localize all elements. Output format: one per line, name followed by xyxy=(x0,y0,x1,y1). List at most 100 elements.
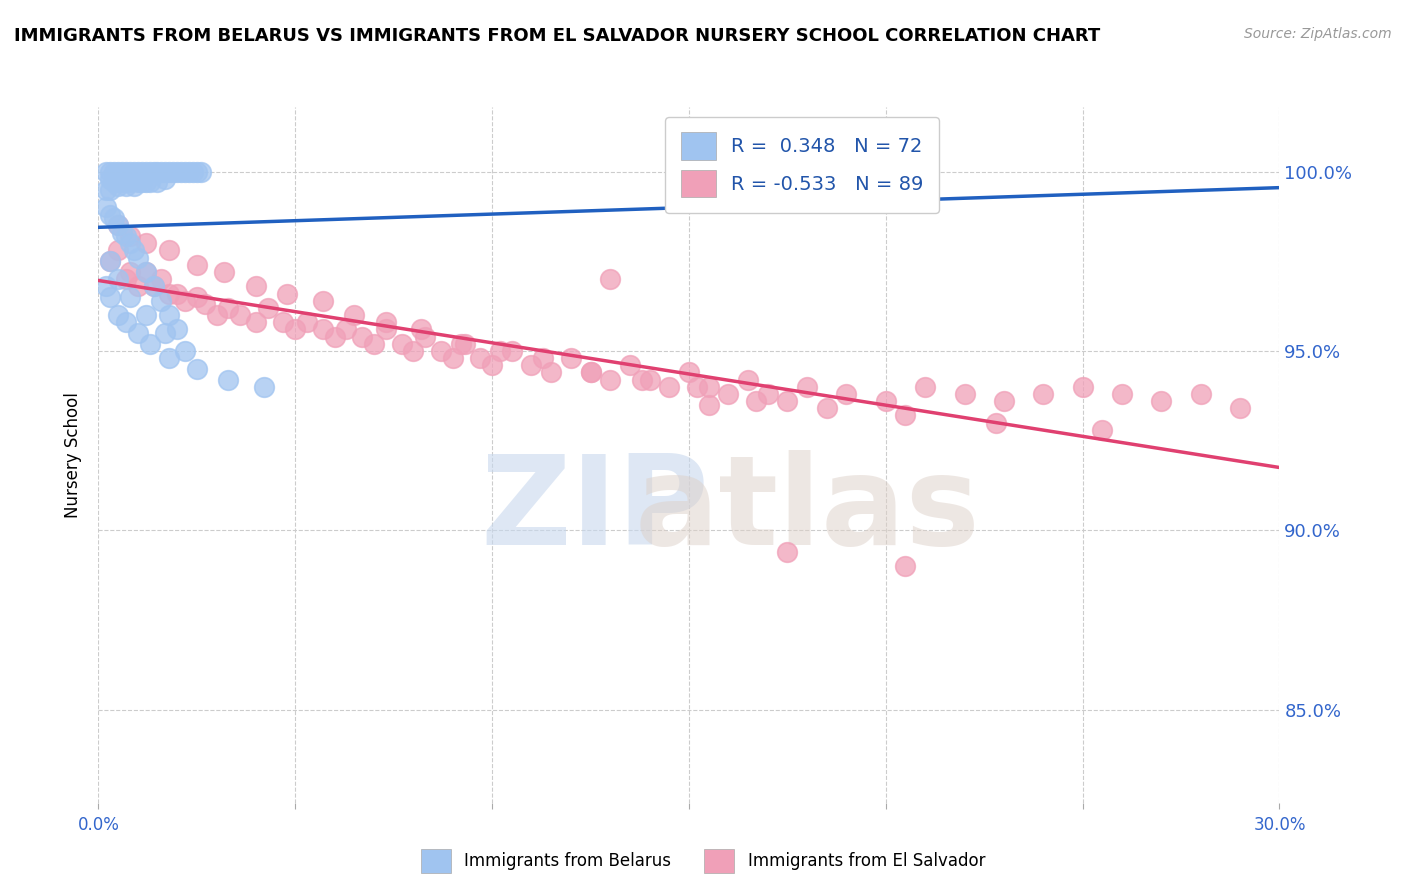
Point xyxy=(335,322,357,336)
Point xyxy=(98,171,121,186)
Point xyxy=(146,175,169,189)
Point xyxy=(107,219,129,233)
Point xyxy=(745,394,768,409)
Point xyxy=(835,387,858,401)
Point xyxy=(520,358,543,372)
Point xyxy=(98,182,121,196)
Point xyxy=(697,380,720,394)
Point xyxy=(776,394,799,409)
Point xyxy=(111,175,134,189)
Point xyxy=(118,236,141,251)
Point xyxy=(450,336,472,351)
Point xyxy=(127,279,149,293)
Point xyxy=(894,559,917,574)
Point xyxy=(186,290,208,304)
Point xyxy=(170,164,193,178)
Point xyxy=(737,373,759,387)
Point xyxy=(186,164,208,178)
Point xyxy=(1111,387,1133,401)
Point xyxy=(579,366,602,380)
Point xyxy=(135,308,157,322)
Point xyxy=(103,211,125,226)
Point xyxy=(363,336,385,351)
Point xyxy=(115,164,138,178)
Point xyxy=(190,164,212,178)
Point xyxy=(96,201,118,215)
Legend: R =  0.348   N = 72, R = -0.533   N = 89: R = 0.348 N = 72, R = -0.533 N = 89 xyxy=(665,117,939,212)
Point xyxy=(312,322,335,336)
Point xyxy=(430,343,453,358)
Point xyxy=(98,290,121,304)
Point xyxy=(107,219,129,233)
Point xyxy=(135,265,157,279)
Point xyxy=(174,343,197,358)
Point xyxy=(531,351,554,365)
Point xyxy=(256,301,278,315)
Point xyxy=(284,322,307,336)
Point xyxy=(122,178,145,193)
Point xyxy=(150,272,173,286)
Point xyxy=(194,297,217,311)
Point xyxy=(118,175,141,189)
Point xyxy=(107,164,129,178)
Point xyxy=(111,226,134,240)
Point xyxy=(186,258,208,272)
Point xyxy=(98,208,121,222)
Point xyxy=(131,164,153,178)
Point xyxy=(174,164,197,178)
Point xyxy=(115,229,138,244)
Point xyxy=(181,164,204,178)
Point xyxy=(402,343,425,358)
Point xyxy=(1189,387,1212,401)
Point xyxy=(150,293,173,308)
Point xyxy=(174,293,197,308)
Point xyxy=(138,164,160,178)
Point xyxy=(107,244,129,258)
Point xyxy=(470,351,492,365)
Point xyxy=(894,409,917,423)
Point xyxy=(157,164,180,178)
Point xyxy=(127,326,149,340)
Point xyxy=(413,329,436,343)
Point xyxy=(245,315,267,329)
Text: ZIP: ZIP xyxy=(479,450,709,571)
Point xyxy=(118,164,141,178)
Legend: Immigrants from Belarus, Immigrants from El Salvador: Immigrants from Belarus, Immigrants from… xyxy=(415,842,991,880)
Point xyxy=(312,293,335,308)
Point xyxy=(155,171,177,186)
Point xyxy=(815,401,838,416)
Point xyxy=(115,178,138,193)
Point xyxy=(686,380,709,394)
Point xyxy=(229,308,252,322)
Point xyxy=(391,336,413,351)
Point xyxy=(111,164,134,178)
Point xyxy=(579,366,602,380)
Point xyxy=(177,164,200,178)
Point xyxy=(122,244,145,258)
Point xyxy=(953,387,976,401)
Point xyxy=(166,322,188,336)
Point xyxy=(122,164,145,178)
Point xyxy=(127,251,149,265)
Point xyxy=(115,315,138,329)
Point xyxy=(107,308,129,322)
Point xyxy=(118,229,141,244)
Point xyxy=(98,254,121,268)
Point xyxy=(214,265,236,279)
Point xyxy=(135,265,157,279)
Point xyxy=(166,164,188,178)
Point xyxy=(135,175,157,189)
Point xyxy=(217,373,239,387)
Y-axis label: Nursery School: Nursery School xyxy=(65,392,83,518)
Point xyxy=(142,164,165,178)
Point xyxy=(205,308,228,322)
Point xyxy=(186,362,208,376)
Point xyxy=(146,164,169,178)
Point xyxy=(619,358,641,372)
Point xyxy=(138,336,160,351)
Point xyxy=(1032,387,1054,401)
Text: 30.0%: 30.0% xyxy=(1253,816,1306,834)
Point xyxy=(253,380,276,394)
Point xyxy=(717,387,740,401)
Point xyxy=(599,373,621,387)
